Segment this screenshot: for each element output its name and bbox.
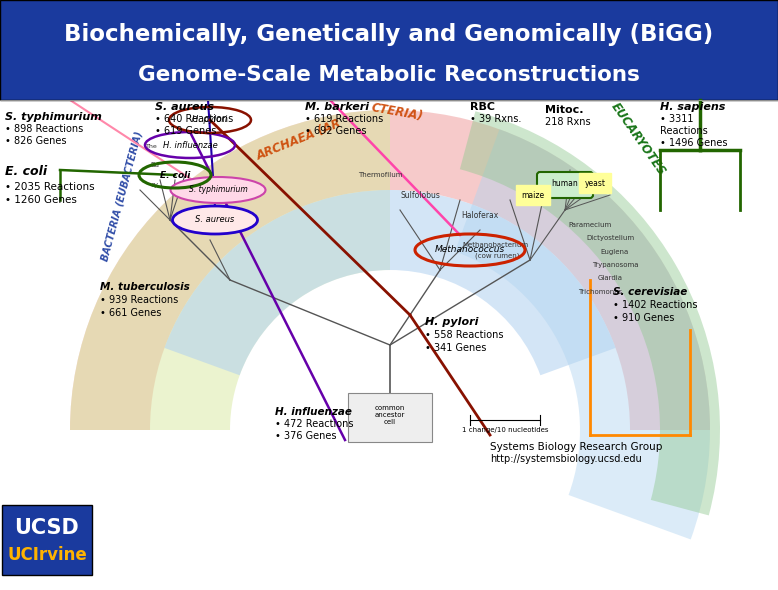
Wedge shape [455, 129, 710, 539]
Text: maize: maize [521, 191, 545, 199]
Text: Systems Biology Research Group: Systems Biology Research Group [490, 442, 662, 452]
Text: E. coli: E. coli [159, 171, 190, 179]
Wedge shape [70, 110, 390, 430]
Text: Trypanosoma: Trypanosoma [592, 262, 638, 268]
Text: UCIrvine: UCIrvine [7, 546, 87, 564]
Text: Paramecium: Paramecium [569, 222, 612, 228]
Text: (cow rumen): (cow rumen) [475, 253, 519, 259]
Wedge shape [460, 112, 720, 516]
Text: H. influenzae: H. influenzae [163, 140, 217, 149]
Text: ARCHAEA (AR: ARCHAEA (AR [255, 117, 344, 163]
Text: • 472 Reactions: • 472 Reactions [275, 419, 353, 429]
Text: The: The [146, 145, 158, 149]
Text: UCSD: UCSD [15, 518, 79, 538]
Ellipse shape [170, 177, 265, 203]
Text: Giardia: Giardia [598, 275, 622, 281]
Text: Dictyostelium: Dictyostelium [586, 235, 634, 241]
Text: 1 change/10 nucleotides: 1 change/10 nucleotides [462, 427, 548, 433]
Text: • 661 Genes: • 661 Genes [100, 308, 161, 318]
Text: M. barkeri: M. barkeri [305, 102, 369, 112]
Text: cy: cy [151, 182, 159, 188]
FancyBboxPatch shape [2, 505, 92, 575]
Text: • 341 Genes: • 341 Genes [425, 343, 486, 353]
Text: S. cerevisiae: S. cerevisiae [613, 287, 687, 297]
Text: • 1496 Genes: • 1496 Genes [660, 138, 727, 148]
Text: H. pylori: H. pylori [425, 317, 478, 327]
Text: • 1260 Genes: • 1260 Genes [5, 195, 77, 205]
Text: H. influenzae: H. influenzae [275, 407, 352, 417]
Text: 218 Rxns: 218 Rxns [545, 117, 591, 127]
FancyBboxPatch shape [348, 393, 432, 442]
FancyBboxPatch shape [0, 0, 778, 100]
Text: • 619 Genes: • 619 Genes [155, 126, 216, 136]
Text: • 640 Reactions: • 640 Reactions [155, 114, 233, 124]
Text: S. aureus: S. aureus [155, 102, 214, 112]
Text: Methanobacterium: Methanobacterium [462, 242, 528, 248]
Text: • 39 Rxns.: • 39 Rxns. [470, 114, 521, 124]
Text: Methanococcus: Methanococcus [435, 245, 505, 254]
Text: • 898 Reactions: • 898 Reactions [5, 124, 83, 134]
Ellipse shape [173, 206, 258, 234]
Text: http://systemsbiology.ucsd.edu: http://systemsbiology.ucsd.edu [490, 454, 642, 464]
Text: • 939 Reactions: • 939 Reactions [100, 295, 178, 305]
Text: S. typhimurium: S. typhimurium [188, 185, 247, 195]
Text: S. aureus: S. aureus [195, 215, 235, 225]
Text: • 692 Genes: • 692 Genes [305, 126, 366, 136]
Text: Genome-Scale Metabolic Reconstructions: Genome-Scale Metabolic Reconstructions [138, 65, 640, 85]
Text: common
ancestor
cell: common ancestor cell [375, 405, 405, 425]
Text: • 2035 Reactions: • 2035 Reactions [5, 182, 95, 192]
Text: H. sapiens: H. sapiens [660, 102, 725, 112]
Text: E. coli: E. coli [5, 165, 47, 178]
Text: • 826 Genes: • 826 Genes [5, 136, 66, 146]
Text: • 619 Reactions: • 619 Reactions [305, 114, 384, 124]
Text: Haloferax: Haloferax [461, 211, 499, 219]
Text: • 376 Genes: • 376 Genes [275, 431, 337, 441]
Text: Ba: Ba [150, 162, 159, 168]
Text: RBC: RBC [470, 102, 495, 112]
Text: • 558 Reactions: • 558 Reactions [425, 330, 503, 340]
Text: human: human [552, 179, 578, 188]
Wedge shape [70, 110, 710, 430]
Text: • 910 Genes: • 910 Genes [613, 313, 675, 323]
Text: Reactions: Reactions [660, 126, 708, 136]
Text: Sulfolobus: Sulfolobus [400, 191, 440, 199]
Text: Trichomonas: Trichomonas [578, 289, 622, 295]
FancyBboxPatch shape [537, 172, 593, 198]
Text: Mitoc.: Mitoc. [545, 105, 584, 115]
Text: Euglena: Euglena [601, 249, 629, 255]
Text: BACTERIA (EUBACTERIA): BACTERIA (EUBACTERIA) [100, 130, 145, 262]
Text: Thermofilum: Thermofilum [358, 172, 402, 178]
Text: CTERIA): CTERIA) [370, 101, 424, 123]
Text: H. pylori: H. pylori [192, 116, 228, 124]
Text: yeast: yeast [584, 179, 605, 188]
Text: M. tuberculosis: M. tuberculosis [100, 282, 190, 292]
Wedge shape [164, 190, 615, 375]
Text: • 1402 Reactions: • 1402 Reactions [613, 300, 698, 310]
Text: EUCARYOTES: EUCARYOTES [608, 100, 668, 178]
Text: S. typhimurium: S. typhimurium [5, 112, 102, 122]
Text: Biochemically, Genetically and Genomically (BiGG): Biochemically, Genetically and Genomical… [65, 24, 713, 47]
Text: • 3311: • 3311 [660, 114, 693, 124]
